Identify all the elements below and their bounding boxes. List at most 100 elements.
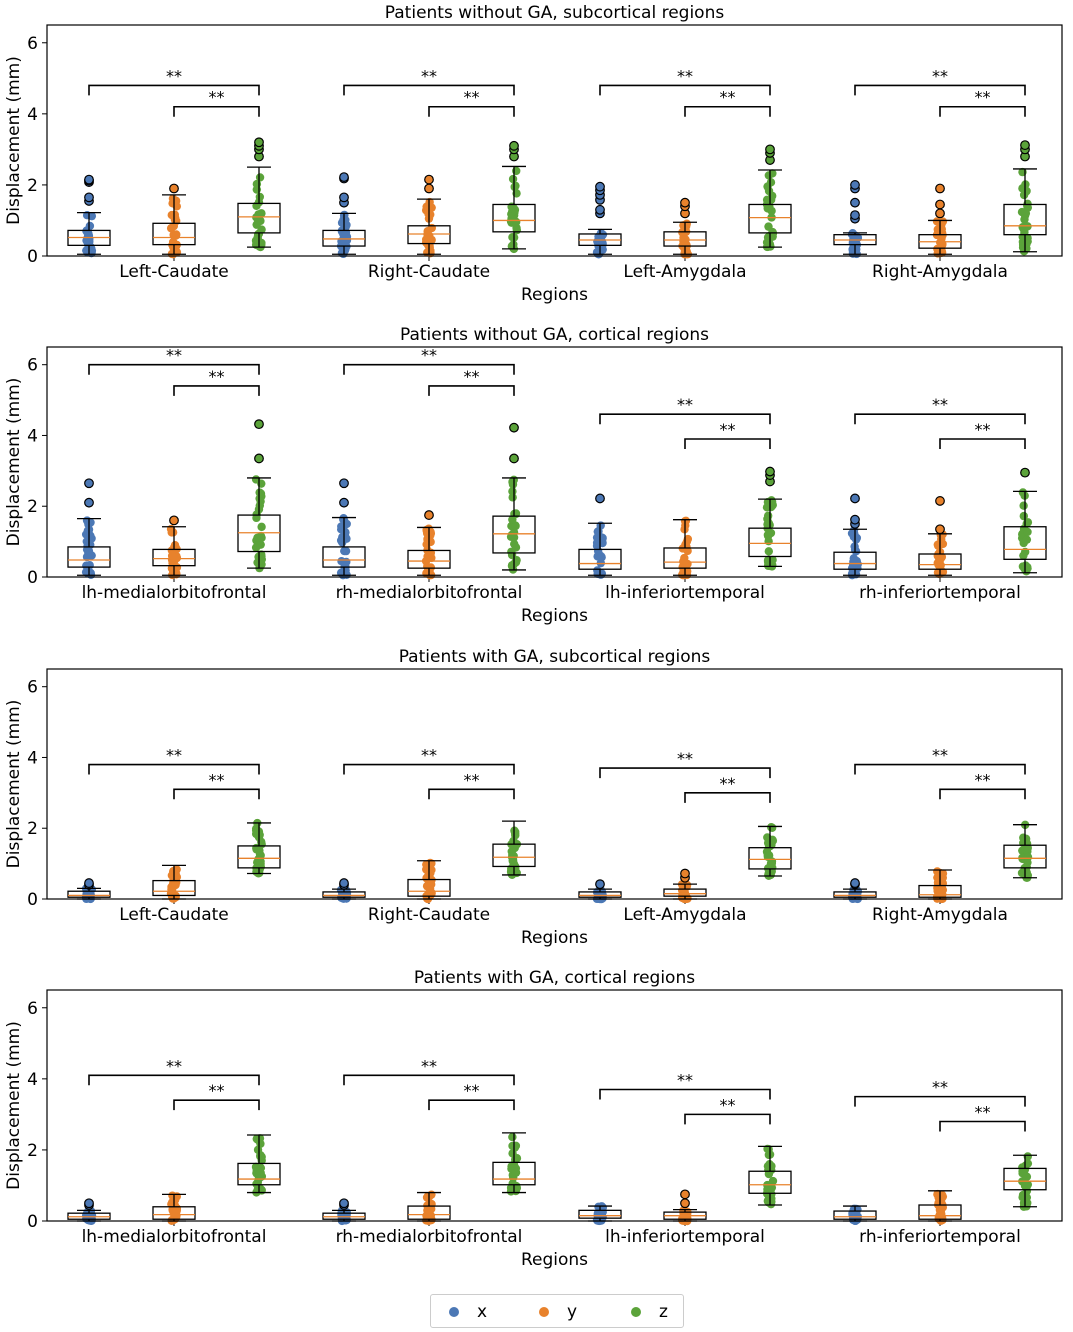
box-iqr (67, 890, 111, 898)
data-point (764, 1192, 774, 1201)
data-point (85, 221, 95, 231)
box-iqr (663, 547, 707, 569)
data-point (511, 827, 520, 837)
outlier-point (850, 197, 860, 208)
significance-bracket (428, 385, 515, 396)
data-point (424, 568, 433, 577)
significance-label: ** (166, 66, 182, 85)
x-tick-label: Left-Caudate (119, 905, 229, 925)
significance-label: ** (975, 1102, 991, 1121)
outlier-point (169, 515, 179, 526)
y-axis-label: Displacement (mm) (4, 700, 24, 869)
data-point (167, 882, 176, 892)
legend-marker-z-icon (631, 1307, 641, 1317)
boxplot-z (492, 422, 536, 574)
data-point (679, 233, 688, 242)
significance-bracket (88, 363, 260, 375)
y-tick-label: 6 (27, 356, 38, 376)
data-point (1023, 518, 1033, 527)
outlier-point (339, 172, 349, 183)
data-point (764, 851, 773, 861)
outlier-point (1020, 140, 1030, 151)
box-iqr (322, 229, 366, 247)
region-group: lh-inferiortemporal ** ** (578, 395, 792, 603)
boxplot-x (322, 478, 366, 580)
box-iqr (748, 527, 792, 558)
significance-label: ** (464, 88, 480, 107)
data-point (1018, 232, 1028, 242)
data-point (935, 561, 944, 571)
data-point (767, 206, 776, 216)
data-point (1023, 852, 1033, 862)
data-point (934, 541, 943, 551)
data-point (172, 872, 182, 882)
legend: x y z (430, 1294, 684, 1328)
outlier-point (680, 197, 690, 208)
significance-bracket (854, 763, 1026, 775)
outlier-point (850, 180, 860, 190)
data-point (764, 186, 774, 196)
data-point (253, 1185, 262, 1194)
significance-label: ** (720, 1095, 736, 1114)
data-point (423, 536, 432, 545)
x-tick-label: rh-inferiortemporal (859, 1227, 1021, 1247)
x-tick-label: lh-medialorbitofrontal (82, 1227, 267, 1247)
panel-4: Patients with GA, cortical regions Displa… (4, 968, 1063, 1270)
outlier-point (509, 422, 519, 433)
significance-label: ** (677, 395, 693, 414)
boxplot-y (407, 174, 451, 258)
legend-label-y: y (567, 1302, 578, 1322)
data-point (423, 1192, 433, 1201)
significance-label: ** (975, 88, 991, 107)
panel-title: Patients with GA, cortical regions (414, 968, 695, 988)
legend-item-y: y (539, 1302, 577, 1322)
data-point (426, 527, 435, 537)
region-group: rh-inferiortemporal ** ** (833, 395, 1047, 603)
significance-label: ** (209, 367, 225, 386)
significance-bracket (599, 1088, 771, 1100)
significance-bracket (939, 1120, 1026, 1132)
outlier-point (254, 137, 264, 148)
region-group: rh-medialorbitofrontal ** ** (322, 346, 536, 603)
figure: Patients without GA, subcortical regions… (4, 3, 1063, 1270)
outlier-point (595, 879, 605, 890)
data-point (764, 198, 773, 207)
significance-bracket (854, 1095, 1026, 1107)
x-tick-label: lh-inferiortemporal (605, 583, 765, 603)
significance-bracket (428, 1099, 515, 1111)
outlier-point (169, 183, 179, 194)
outlier-point (765, 144, 775, 155)
x-tick-label: Left-Amygdala (623, 905, 746, 925)
boxplot-y (918, 496, 962, 579)
significance-bracket (684, 1113, 771, 1125)
data-point (1023, 1152, 1032, 1161)
box-iqr (152, 1206, 196, 1220)
boxplot-x (67, 478, 111, 579)
data-point (1019, 551, 1028, 560)
data-point (84, 229, 93, 238)
box-iqr (237, 202, 281, 234)
box-iqr (492, 843, 536, 868)
legend-marker-y-icon (539, 1307, 549, 1317)
boxplot-y (152, 1191, 196, 1225)
data-point (340, 546, 349, 556)
outlier-point (339, 878, 349, 888)
outlier-point (680, 1198, 690, 1209)
box-iqr (833, 891, 877, 898)
outlier-point (254, 453, 264, 464)
x-axis-label: Regions (521, 1250, 588, 1270)
y-tick-label: 0 (27, 568, 38, 588)
significance-label: ** (677, 66, 693, 85)
significance-label: ** (209, 88, 225, 107)
boxplot-z (1003, 467, 1047, 576)
data-point (512, 1154, 522, 1163)
data-point (512, 166, 521, 176)
outlier-point (850, 210, 860, 221)
box-iqr (407, 1205, 451, 1220)
data-point (764, 547, 774, 556)
data-point (257, 522, 266, 532)
data-point (511, 521, 520, 531)
y-tick-label: 6 (27, 999, 38, 1019)
significance-bracket (343, 763, 515, 775)
region-group: lh-inferiortemporal ** ** (578, 1071, 792, 1247)
